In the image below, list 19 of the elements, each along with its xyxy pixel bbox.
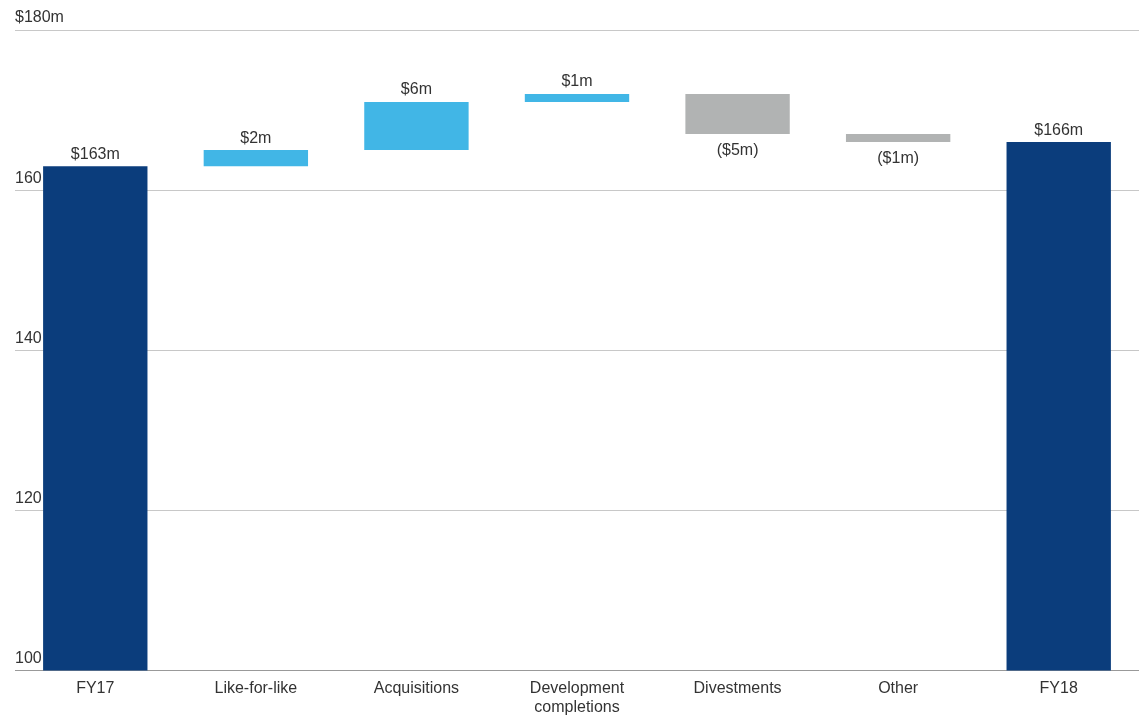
x-tick-label: Acquisitions — [373, 678, 460, 696]
x-tick-label: Other — [878, 678, 919, 696]
y-tick-label: 100 — [15, 649, 42, 667]
data-label: $163m — [70, 144, 120, 162]
y-tick-label: 160 — [15, 168, 42, 186]
data-label: $1m — [561, 72, 593, 90]
x-tick-label: Like-for-like — [214, 678, 298, 696]
x-tick-label: FY17 — [76, 678, 115, 696]
data-label: ($1m) — [877, 148, 920, 166]
y-tick-label: 120 — [15, 488, 42, 506]
x-tick-label: FY18 — [1039, 678, 1078, 696]
y-tick-label: 140 — [15, 328, 42, 346]
x-tick-label: Development completions — [529, 678, 625, 715]
data-label: $2m — [240, 128, 272, 146]
x-tick-label: Divestments — [693, 678, 782, 696]
data-label: $166m — [1034, 120, 1084, 138]
data-label: $6m — [400, 80, 432, 98]
y-tick-label: $180m — [15, 8, 64, 26]
data-label: ($5m) — [716, 140, 759, 158]
